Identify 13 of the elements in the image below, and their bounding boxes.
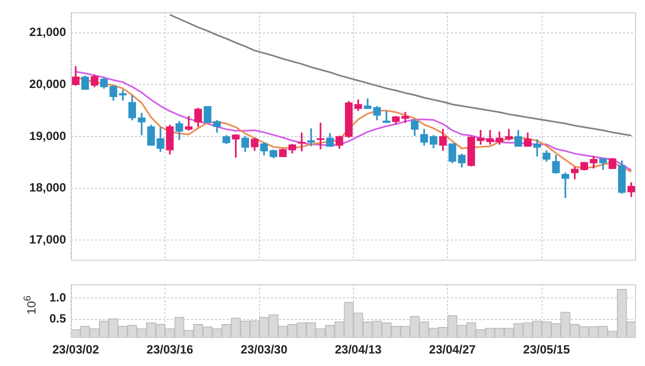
x-tick-label: 23/03/16 — [146, 342, 194, 357]
y-tick-label: 21,000 — [29, 25, 66, 40]
x-tick-label: 23/03/30 — [240, 342, 288, 357]
x-tick-label: 23/04/13 — [334, 342, 382, 357]
y-tick-label: 1.0 — [49, 290, 66, 304]
x-tick-label: 23/04/27 — [429, 342, 476, 357]
y-tick-label: 17,000 — [29, 232, 66, 246]
x-tick-label: 23/03/02 — [52, 342, 100, 357]
y-tick-label: 18,000 — [29, 180, 66, 195]
x-tick-label: 23/05/15 — [523, 342, 570, 357]
y-tick-label: 20,000 — [29, 77, 66, 92]
y-tick-label: 0.5 — [49, 312, 66, 326]
y-tick-label: 19,000 — [29, 128, 66, 143]
